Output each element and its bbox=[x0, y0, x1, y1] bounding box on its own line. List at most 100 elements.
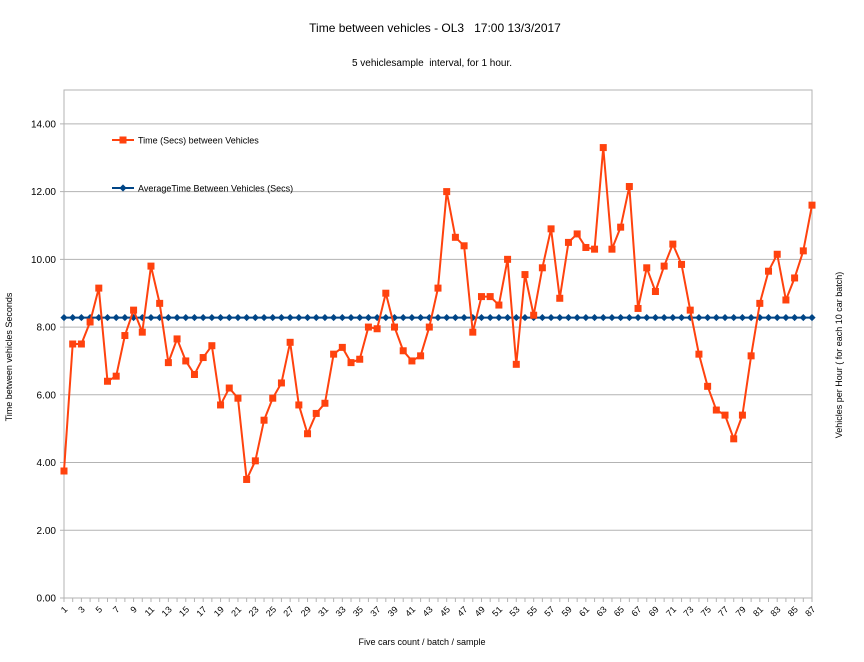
average-point bbox=[277, 313, 286, 322]
data-point bbox=[660, 262, 668, 270]
data-point bbox=[425, 323, 433, 331]
data-point bbox=[617, 223, 625, 231]
data-point bbox=[277, 379, 285, 387]
average-point bbox=[547, 313, 555, 322]
data-point bbox=[269, 394, 277, 402]
average-point bbox=[773, 313, 781, 322]
average-point bbox=[303, 313, 312, 322]
data-point bbox=[243, 475, 251, 483]
average-point bbox=[651, 313, 660, 322]
data-point bbox=[130, 306, 138, 314]
average-point bbox=[364, 313, 373, 322]
data-point bbox=[521, 271, 529, 279]
data-point bbox=[391, 323, 399, 331]
data-point bbox=[95, 284, 103, 292]
data-point bbox=[599, 144, 607, 152]
average-point bbox=[312, 313, 320, 322]
x-tick-label: 3 bbox=[76, 604, 87, 615]
average-point bbox=[625, 313, 633, 322]
data-point bbox=[504, 255, 512, 263]
data-point bbox=[356, 355, 364, 363]
data-point bbox=[625, 183, 633, 191]
average-point bbox=[338, 313, 346, 322]
average-point bbox=[390, 313, 399, 322]
data-point bbox=[765, 267, 773, 275]
average-point bbox=[704, 313, 712, 322]
average-point bbox=[503, 313, 512, 322]
average-point bbox=[738, 313, 747, 322]
average-point bbox=[521, 313, 529, 322]
y-axis-label: Time between vehicles Seconds bbox=[4, 292, 14, 421]
average-point bbox=[564, 313, 573, 322]
average-point bbox=[103, 313, 112, 322]
average-point bbox=[782, 313, 790, 322]
average-point bbox=[330, 313, 338, 322]
average-point bbox=[382, 313, 390, 322]
data-point bbox=[791, 274, 799, 282]
average-point bbox=[260, 313, 268, 322]
data-point bbox=[217, 401, 225, 409]
y2-axis-label: Vehicles per Hour ( for each 10 car batc… bbox=[834, 272, 844, 439]
data-point bbox=[330, 350, 338, 358]
data-point bbox=[538, 264, 546, 272]
data-point bbox=[338, 343, 346, 351]
y-tick-label: 2.00 bbox=[37, 526, 57, 537]
data-point bbox=[643, 264, 651, 272]
data-point bbox=[686, 306, 694, 314]
average-point bbox=[608, 313, 616, 322]
legend-label: AverageTime Between Vehicles (Secs) bbox=[138, 184, 293, 194]
average-point bbox=[121, 313, 129, 322]
data-point bbox=[730, 435, 738, 443]
data-point bbox=[738, 411, 746, 419]
chart-title: Time between vehicles - OL3 17:00 13/3/2… bbox=[309, 21, 561, 35]
data-point bbox=[173, 335, 181, 343]
average-point bbox=[251, 313, 259, 322]
average-point bbox=[643, 313, 651, 322]
y-tick-label: 14.00 bbox=[31, 119, 56, 130]
average-point bbox=[486, 313, 494, 322]
average-point bbox=[269, 313, 277, 322]
data-point bbox=[347, 359, 355, 367]
average-point bbox=[721, 313, 729, 322]
average-point bbox=[112, 313, 120, 322]
data-point bbox=[138, 328, 146, 336]
average-point bbox=[730, 313, 738, 322]
y-tick-label: 6.00 bbox=[37, 390, 57, 401]
average-point bbox=[451, 313, 459, 322]
data-point bbox=[608, 245, 616, 253]
average-point bbox=[321, 313, 329, 322]
data-point bbox=[469, 328, 477, 336]
data-point bbox=[460, 242, 468, 250]
average-point bbox=[129, 313, 138, 322]
average-point bbox=[434, 313, 442, 322]
average-point bbox=[164, 313, 172, 322]
average-point bbox=[95, 313, 103, 322]
average-point bbox=[599, 313, 607, 322]
data-point bbox=[582, 243, 590, 251]
data-point bbox=[182, 357, 190, 365]
data-point bbox=[564, 238, 572, 246]
data-point bbox=[651, 288, 659, 296]
average-point bbox=[208, 313, 216, 322]
data-point bbox=[286, 338, 294, 346]
average-point bbox=[216, 313, 225, 322]
average-point bbox=[756, 313, 764, 322]
data-point bbox=[208, 342, 216, 350]
data-point bbox=[477, 293, 485, 301]
data-point bbox=[312, 409, 320, 417]
data-point bbox=[147, 262, 155, 270]
data-point bbox=[434, 284, 442, 292]
data-point bbox=[164, 359, 172, 367]
data-point bbox=[704, 382, 712, 390]
average-point bbox=[286, 313, 294, 322]
data-point bbox=[373, 325, 381, 333]
average-point bbox=[356, 313, 364, 322]
average-point bbox=[660, 313, 668, 322]
average-point bbox=[460, 313, 468, 322]
x-axis-label: Five cars count / batch / sample bbox=[358, 637, 485, 647]
data-point bbox=[756, 299, 764, 307]
data-point bbox=[321, 399, 329, 407]
data-point bbox=[190, 370, 198, 378]
average-point bbox=[677, 313, 686, 322]
